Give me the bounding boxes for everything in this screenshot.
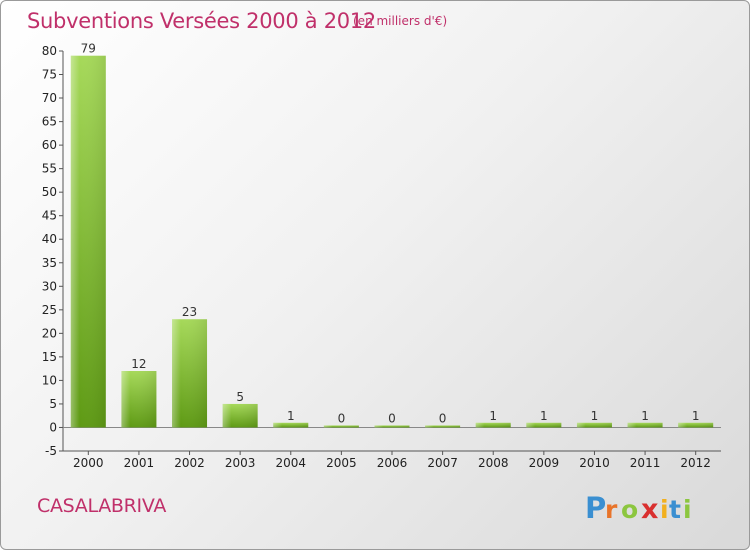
y-tick-label: -5 bbox=[45, 444, 57, 458]
value-label-2002: 23 bbox=[182, 305, 197, 319]
y-tick-label: 10 bbox=[42, 373, 57, 387]
x-tick-label: 2005 bbox=[326, 456, 357, 470]
y-tick-label: 25 bbox=[42, 303, 57, 317]
bar-highlight-2009 bbox=[526, 422, 562, 428]
y-tick-label: 0 bbox=[49, 420, 57, 434]
x-tick-label: 2012 bbox=[680, 456, 711, 470]
y-tick-label: 35 bbox=[42, 256, 57, 270]
value-label-2005: 0 bbox=[338, 411, 346, 425]
x-tick-label: 2000 bbox=[73, 456, 104, 470]
bar-highlight-2006 bbox=[374, 425, 410, 428]
x-tick-label: 2009 bbox=[529, 456, 560, 470]
bar-highlight-2011 bbox=[627, 422, 663, 428]
chart-title: Subventions Versées 2000 à 2012 bbox=[27, 9, 376, 33]
y-tick-label: 5 bbox=[49, 397, 57, 411]
value-label-2010: 1 bbox=[591, 409, 599, 423]
bar-highlight-2012 bbox=[678, 422, 714, 428]
bar-highlight-2004 bbox=[273, 422, 309, 428]
y-tick-label: 45 bbox=[42, 209, 57, 223]
x-tick-label: 2004 bbox=[275, 456, 306, 470]
y-tick-label: 70 bbox=[42, 91, 57, 105]
bar-highlight-2010 bbox=[576, 422, 612, 428]
y-tick-label: 65 bbox=[42, 115, 57, 129]
x-tick-label: 2010 bbox=[579, 456, 610, 470]
bar-highlight-2000 bbox=[70, 55, 106, 428]
y-tick-label: 55 bbox=[42, 162, 57, 176]
value-label-2000: 79 bbox=[81, 42, 96, 56]
bar-highlight-2002 bbox=[172, 319, 208, 428]
y-tick-label: 40 bbox=[42, 232, 57, 246]
x-tick-label: 2002 bbox=[174, 456, 205, 470]
value-label-2008: 1 bbox=[489, 409, 497, 423]
proxiti-logo: P r o x i t i bbox=[585, 491, 692, 525]
value-label-2004: 1 bbox=[287, 409, 295, 423]
value-label-2009: 1 bbox=[540, 409, 548, 423]
y-tick-label: 60 bbox=[42, 138, 57, 152]
bar-highlight-2007 bbox=[425, 425, 461, 428]
bar-highlight-2005 bbox=[323, 425, 359, 428]
svg-text:i: i bbox=[660, 495, 669, 524]
bar-highlight-2008 bbox=[475, 422, 511, 428]
chart-unit-label: (en milliers d'€) bbox=[353, 14, 448, 28]
commune-name: CASALABRIVA bbox=[37, 495, 167, 517]
value-label-2003: 5 bbox=[236, 390, 244, 404]
svg-text:r: r bbox=[605, 495, 618, 524]
svg-text:x: x bbox=[641, 494, 658, 525]
value-label-2006: 0 bbox=[388, 411, 396, 425]
y-tick-label: 50 bbox=[42, 185, 57, 199]
x-tick-label: 2011 bbox=[630, 456, 661, 470]
value-label-2011: 1 bbox=[641, 409, 649, 423]
value-label-2001: 12 bbox=[131, 357, 146, 371]
chart-bars bbox=[70, 55, 714, 428]
value-label-2012: 1 bbox=[692, 409, 700, 423]
x-tick-label: 2008 bbox=[478, 456, 509, 470]
svg-text:t: t bbox=[669, 495, 681, 524]
chart-value-labels: 79 12 23 5 1 0 0 0 1 1 1 1 1 bbox=[81, 42, 700, 426]
x-tick-label: 2006 bbox=[377, 456, 408, 470]
y-tick-label: 15 bbox=[42, 350, 57, 364]
x-tick-label: 2007 bbox=[427, 456, 458, 470]
svg-text:P: P bbox=[585, 491, 606, 525]
y-tick-label: 30 bbox=[42, 279, 57, 293]
value-label-2007: 0 bbox=[439, 411, 447, 425]
x-tick-label: 2001 bbox=[124, 456, 155, 470]
y-tick-label: 20 bbox=[42, 326, 57, 340]
svg-text:o: o bbox=[621, 495, 638, 524]
bar-highlight-2003 bbox=[222, 403, 258, 428]
x-tick-label: 2003 bbox=[225, 456, 256, 470]
bar-highlight-2001 bbox=[121, 371, 157, 428]
y-tick-label: 75 bbox=[42, 68, 57, 82]
svg-text:i: i bbox=[683, 495, 692, 524]
y-tick-label: 80 bbox=[42, 44, 57, 58]
